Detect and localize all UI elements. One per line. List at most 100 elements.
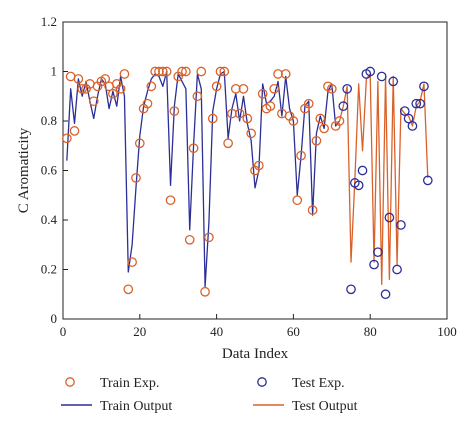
data-point [280, 69, 291, 79]
data-point [411, 98, 422, 109]
data-point [376, 71, 387, 82]
data-point [188, 143, 199, 154]
data-point [223, 138, 233, 149]
data-point [353, 180, 364, 191]
data-point [77, 83, 88, 94]
data-point [207, 113, 218, 124]
data-point [265, 101, 276, 112]
legend-marker-circle [257, 377, 267, 387]
data-point [177, 66, 187, 77]
y-axis-label: C Aromaticity [16, 127, 32, 213]
data-point [134, 138, 145, 149]
data-point [142, 98, 153, 109]
data-point [388, 76, 399, 87]
data-point [338, 101, 349, 112]
data-point [253, 160, 264, 171]
data-point [211, 81, 222, 92]
data-point [403, 113, 414, 124]
data-point [131, 173, 141, 183]
data-point [88, 96, 99, 107]
data-point [184, 234, 195, 245]
data-point [69, 126, 80, 136]
data-point [303, 98, 314, 109]
legend-label: Train Exp. [100, 376, 159, 391]
data-point [296, 150, 306, 161]
data-point [346, 284, 356, 295]
x-tick-label: 20 [133, 324, 146, 339]
data-point [242, 113, 253, 124]
data-point [307, 205, 318, 215]
legend-label: Test Exp. [292, 376, 345, 391]
y-tick-label: 0.8 [41, 113, 57, 128]
x-tick-label: 80 [364, 324, 377, 339]
data-point [123, 284, 134, 295]
data-point [181, 66, 191, 77]
data-point [311, 135, 322, 146]
data-point [192, 91, 203, 102]
data-point [204, 232, 214, 243]
data-point [161, 66, 172, 77]
data-point [392, 264, 402, 275]
data-point [269, 83, 280, 94]
data-point [399, 106, 410, 116]
data-point [238, 83, 249, 94]
y-tick-label: 0.2 [41, 262, 57, 277]
data-point [326, 83, 337, 94]
x-tick-label: 60 [287, 324, 300, 339]
chart-marks [61, 66, 433, 300]
data-point [246, 128, 257, 139]
data-point [384, 212, 395, 223]
data-point [227, 108, 237, 119]
x-axis-label: Data Index [222, 346, 289, 362]
legend-item: Train Exp. [65, 376, 159, 391]
y-tick-label: 0.6 [41, 163, 58, 178]
data-point [407, 121, 418, 131]
x-tick-label: 100 [437, 324, 457, 339]
data-point [319, 123, 329, 134]
data-point [334, 116, 345, 126]
data-point [219, 66, 230, 77]
legend-item: Test Output [253, 399, 358, 414]
x-tick-label: 0 [60, 324, 67, 339]
data-point [369, 259, 379, 270]
data-point [73, 74, 84, 84]
data-point [108, 88, 118, 99]
series-points-train-exp- [61, 66, 345, 297]
series-line-test-output [338, 73, 429, 286]
x-tick-label: 40 [210, 324, 223, 339]
data-point [234, 108, 245, 119]
series-line-train-output [66, 70, 340, 288]
axes: 0 20 40 60 80 100 0 0.2 0.4 0.6 0.8 1 1.2 Data Index C… [16, 14, 457, 362]
legend-item: Train Output [61, 399, 172, 414]
data-point [100, 74, 111, 84]
data-point [257, 88, 268, 99]
data-point [200, 286, 210, 297]
data-point [215, 66, 226, 77]
legend-label: Test Output [292, 399, 358, 414]
data-point [115, 83, 126, 94]
data-point [373, 247, 383, 258]
data-point [315, 113, 326, 124]
data-point [157, 66, 168, 77]
data-point [292, 195, 303, 206]
series-points-test-exp- [338, 66, 433, 300]
data-point [154, 66, 164, 77]
y-tick-label: 1.2 [41, 14, 57, 29]
data-point [365, 66, 376, 77]
data-point [165, 195, 176, 206]
data-point [396, 220, 406, 230]
data-point [357, 165, 368, 176]
data-point [146, 81, 157, 92]
y-tick-label: 0 [51, 311, 58, 326]
legend-label: Train Output [100, 399, 172, 414]
legend: Train Exp. Test Exp. Train Output Test Outp… [61, 376, 358, 414]
data-point [196, 66, 207, 77]
data-point [169, 106, 180, 116]
legend-item: Test Exp. [257, 376, 345, 391]
y-tick-label: 0.4 [41, 212, 58, 227]
data-point [150, 66, 161, 77]
y-tick-label: 1 [51, 64, 58, 79]
data-point [422, 175, 433, 186]
data-point [415, 98, 425, 109]
